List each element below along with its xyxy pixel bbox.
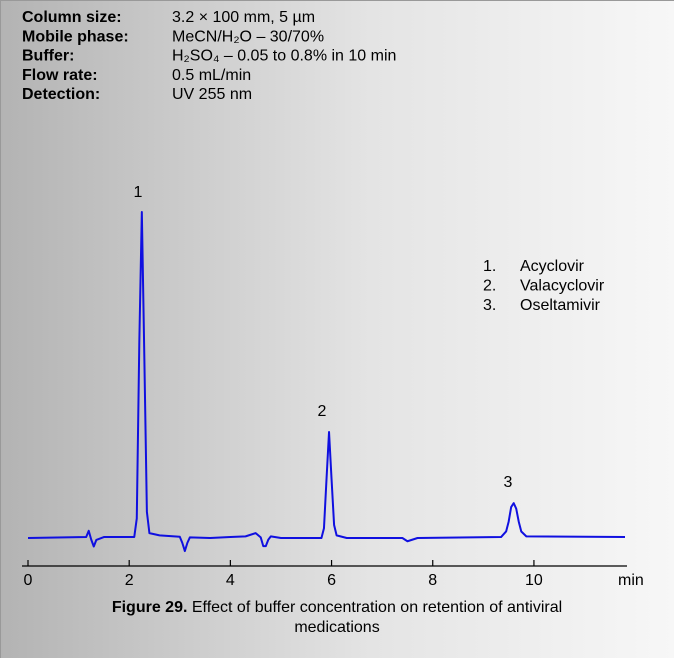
x-axis-label: min <box>618 572 644 589</box>
peak-label: 1 <box>134 184 143 201</box>
compound-number: 3. <box>483 297 496 314</box>
compound-name: Oseltamivir <box>520 297 601 314</box>
compound-number: 2. <box>483 278 496 295</box>
caption-text: medications <box>294 619 379 636</box>
condition-label: Mobile phase: <box>22 28 129 45</box>
condition-label: Column size: <box>22 9 122 26</box>
x-tick-label: 4 <box>226 572 235 589</box>
peak-label: 3 <box>504 474 513 491</box>
caption: Figure 29. Effect of buffer concentratio… <box>112 599 562 616</box>
peak-label: 2 <box>318 403 327 420</box>
condition-value: 0.5 mL/min <box>172 67 251 84</box>
compound-number: 1. <box>483 258 496 275</box>
x-tick-label: 0 <box>24 572 33 589</box>
condition-value: UV 255 nm <box>172 86 252 103</box>
x-tick-label: 6 <box>327 572 336 589</box>
condition-label: Buffer: <box>22 48 74 65</box>
caption-text: Effect of buffer concentration on retent… <box>192 599 562 616</box>
condition-value: H₂SO₄ – 0.05 to 0.8% in 10 min <box>172 48 396 65</box>
compound-name: Acyclovir <box>520 258 585 275</box>
x-tick-label: 10 <box>525 572 543 589</box>
x-tick-label: 2 <box>125 572 134 589</box>
condition-value: MeCN/H₂O – 30/70% <box>172 28 324 45</box>
compound-name: Valacyclovir <box>520 278 605 295</box>
chromatogram-trace <box>27 211 626 553</box>
condition-value: 3.2 × 100 mm, 5 µm <box>172 9 315 26</box>
condition-label: Flow rate: <box>22 67 98 84</box>
x-tick-label: 8 <box>428 572 437 589</box>
caption-label: Figure 29. <box>112 599 188 616</box>
condition-label: Detection: <box>22 86 100 103</box>
